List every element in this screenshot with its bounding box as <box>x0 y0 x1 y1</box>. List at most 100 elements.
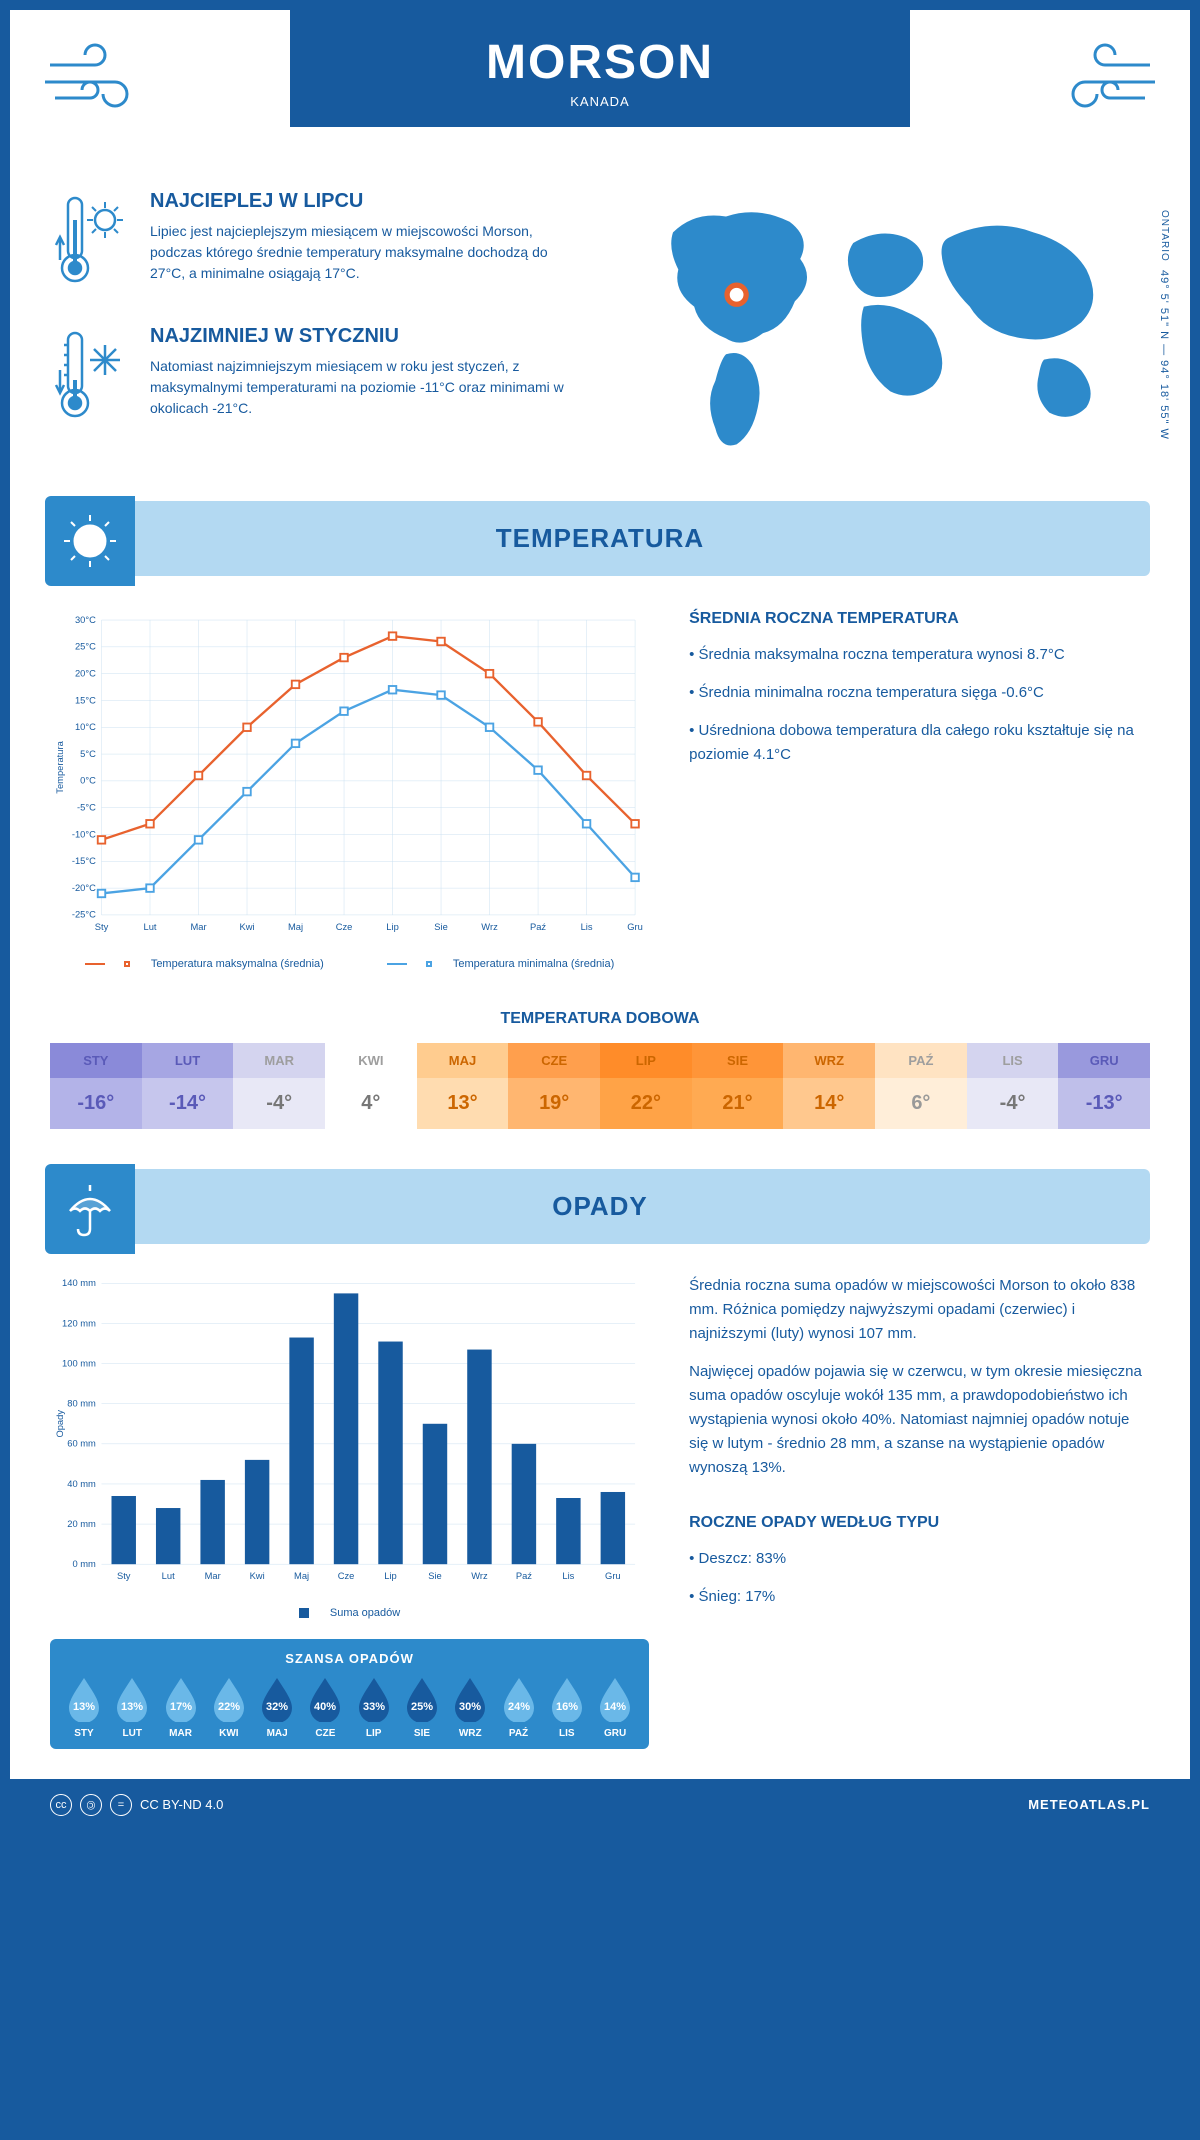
warmest-title: NAJCIEPLEJ W LIPCU <box>150 190 580 213</box>
temperature-section-header: TEMPERATURA <box>50 501 1150 576</box>
svg-text:5°C: 5°C <box>80 748 96 758</box>
daily-temp-cell: CZE 19° <box>508 1043 600 1129</box>
svg-text:30%: 30% <box>459 1701 481 1713</box>
precip-type-title: ROCZNE OPADY WEDŁUG TYPU <box>689 1510 1150 1536</box>
svg-text:Cze: Cze <box>338 1571 355 1581</box>
site-name: METEOATLAS.PL <box>1028 1797 1150 1812</box>
svg-text:Sty: Sty <box>117 1571 131 1581</box>
precip-type-b1: • Deszcz: 83% <box>689 1547 1150 1571</box>
daily-temp-cell: LIP 22° <box>600 1043 692 1129</box>
svg-text:25%: 25% <box>411 1701 433 1713</box>
location-marker-icon <box>727 285 746 304</box>
svg-text:Lip: Lip <box>386 921 399 931</box>
daily-temp-cell: LUT -14° <box>142 1043 234 1129</box>
svg-text:-10°C: -10°C <box>72 829 96 839</box>
svg-text:Lut: Lut <box>162 1571 175 1581</box>
rain-chance-title: SZANSA OPADÓW <box>65 1651 634 1666</box>
svg-text:Gru: Gru <box>605 1571 621 1581</box>
svg-text:33%: 33% <box>363 1701 385 1713</box>
precip-summary-p1: Średnia roczna suma opadów w miejscowośc… <box>689 1274 1150 1346</box>
precip-chart-legend: Suma opadów <box>50 1607 649 1619</box>
svg-text:-15°C: -15°C <box>72 856 96 866</box>
temperature-line-chart: -25°C-20°C-15°C-10°C-5°C0°C5°C10°C15°C20… <box>50 606 649 943</box>
by-icon: 🄯 <box>80 1794 102 1816</box>
svg-text:Wrz: Wrz <box>471 1571 488 1581</box>
precip-section-header: OPADY <box>50 1169 1150 1244</box>
rain-chance-drop: 40% CZE <box>306 1676 344 1739</box>
rain-chance-drop: 14% GRU <box>596 1676 634 1739</box>
city-title: MORSON <box>290 35 910 90</box>
daily-temp-table: STY -16° LUT -14° MAR -4° KWI 4° MAJ 13°… <box>50 1043 1150 1129</box>
svg-text:20°C: 20°C <box>75 668 96 678</box>
svg-text:Lis: Lis <box>562 1571 574 1581</box>
wind-icon-left <box>40 40 160 120</box>
svg-text:-20°C: -20°C <box>72 883 96 893</box>
svg-text:Sty: Sty <box>95 921 109 931</box>
svg-text:-25°C: -25°C <box>72 909 96 919</box>
svg-text:Maj: Maj <box>288 921 303 931</box>
nd-icon: = <box>110 1794 132 1816</box>
svg-text:Mar: Mar <box>190 921 206 931</box>
svg-text:140 mm: 140 mm <box>62 1278 96 1288</box>
svg-text:120 mm: 120 mm <box>62 1318 96 1328</box>
license-badge: cc 🄯 = CC BY-ND 4.0 <box>50 1794 223 1816</box>
svg-text:13%: 13% <box>73 1701 95 1713</box>
warmest-text: Lipiec jest najcieplejszym miesiącem w m… <box>150 221 580 284</box>
svg-text:14%: 14% <box>604 1701 626 1713</box>
temp-bullet-1: • Średnia maksymalna roczna temperatura … <box>689 643 1150 667</box>
svg-text:0°C: 0°C <box>80 775 96 785</box>
svg-text:15°C: 15°C <box>75 695 96 705</box>
umbrella-icon <box>60 1179 120 1239</box>
world-map <box>620 190 1150 466</box>
temp-chart-legend: Temperatura maksymalna (średnia) Tempera… <box>50 958 649 970</box>
thermometer-cold-icon <box>50 325 130 425</box>
temp-bullet-2: • Średnia minimalna roczna temperatura s… <box>689 681 1150 705</box>
wind-icon-right <box>1040 40 1160 120</box>
svg-text:Lis: Lis <box>581 921 593 931</box>
svg-text:20 mm: 20 mm <box>67 1518 96 1528</box>
rain-chance-drop: 30% WRZ <box>451 1676 489 1739</box>
svg-text:Temperatura: Temperatura <box>55 740 65 793</box>
svg-text:10°C: 10°C <box>75 722 96 732</box>
page: MORSON KANADA NAJCIEPLEJ W LIPCU Lipiec … <box>10 10 1190 1831</box>
coldest-title: NAJZIMNIEJ W STYCZNIU <box>150 325 580 348</box>
svg-text:16%: 16% <box>556 1701 578 1713</box>
svg-text:80 mm: 80 mm <box>67 1398 96 1408</box>
svg-text:32%: 32% <box>266 1701 288 1713</box>
daily-temp-cell: MAJ 13° <box>417 1043 509 1129</box>
coldest-text: Natomiast najzimniejszym miesiącem w rok… <box>150 356 580 419</box>
svg-text:Kwi: Kwi <box>239 921 254 931</box>
temp-summary-title: ŚREDNIA ROCZNA TEMPERATURA <box>689 606 1150 632</box>
rain-chance-drop: 17% MAR <box>162 1676 200 1739</box>
svg-text:Maj: Maj <box>294 1571 309 1581</box>
svg-text:Opady: Opady <box>55 1409 65 1437</box>
daily-temp-cell: SIE 21° <box>692 1043 784 1129</box>
rain-chance-drop: 13% STY <box>65 1676 103 1739</box>
svg-text:17%: 17% <box>170 1701 192 1713</box>
rain-chance-drop: 24% PAŹ <box>500 1676 538 1739</box>
daily-temp-cell: STY -16° <box>50 1043 142 1129</box>
daily-temp-cell: LIS -4° <box>967 1043 1059 1129</box>
precip-bar-chart: 0 mm20 mm40 mm60 mm80 mm100 mm120 mm140 … <box>50 1274 649 1592</box>
daily-temp-cell: MAR -4° <box>233 1043 325 1129</box>
daily-temp-cell: GRU -13° <box>1058 1043 1150 1129</box>
daily-temp-cell: KWI 4° <box>325 1043 417 1129</box>
coordinates: ONTARIO 49° 5' 51" N — 94° 18' 55" W <box>1158 210 1170 440</box>
svg-text:Paź: Paź <box>516 1571 532 1581</box>
svg-text:Lut: Lut <box>143 921 156 931</box>
svg-text:Sie: Sie <box>434 921 448 931</box>
precip-summary-p2: Najwięcej opadów pojawia się w czerwcu, … <box>689 1360 1150 1480</box>
svg-text:Kwi: Kwi <box>250 1571 265 1581</box>
rain-chance-drop: 33% LIP <box>355 1676 393 1739</box>
svg-text:Wrz: Wrz <box>481 921 498 931</box>
svg-text:Gru: Gru <box>627 921 643 931</box>
country-subtitle: KANADA <box>290 94 910 109</box>
svg-text:13%: 13% <box>121 1701 143 1713</box>
rain-chance-drop: 22% KWI <box>210 1676 248 1739</box>
svg-text:40 mm: 40 mm <box>67 1478 96 1488</box>
svg-text:Paź: Paź <box>530 921 546 931</box>
svg-text:22%: 22% <box>218 1701 240 1713</box>
svg-text:100 mm: 100 mm <box>62 1358 96 1368</box>
svg-text:25°C: 25°C <box>75 641 96 651</box>
rain-chance-panel: SZANSA OPADÓW 13% STY 13% LUT 17% MAR 22… <box>50 1639 649 1749</box>
